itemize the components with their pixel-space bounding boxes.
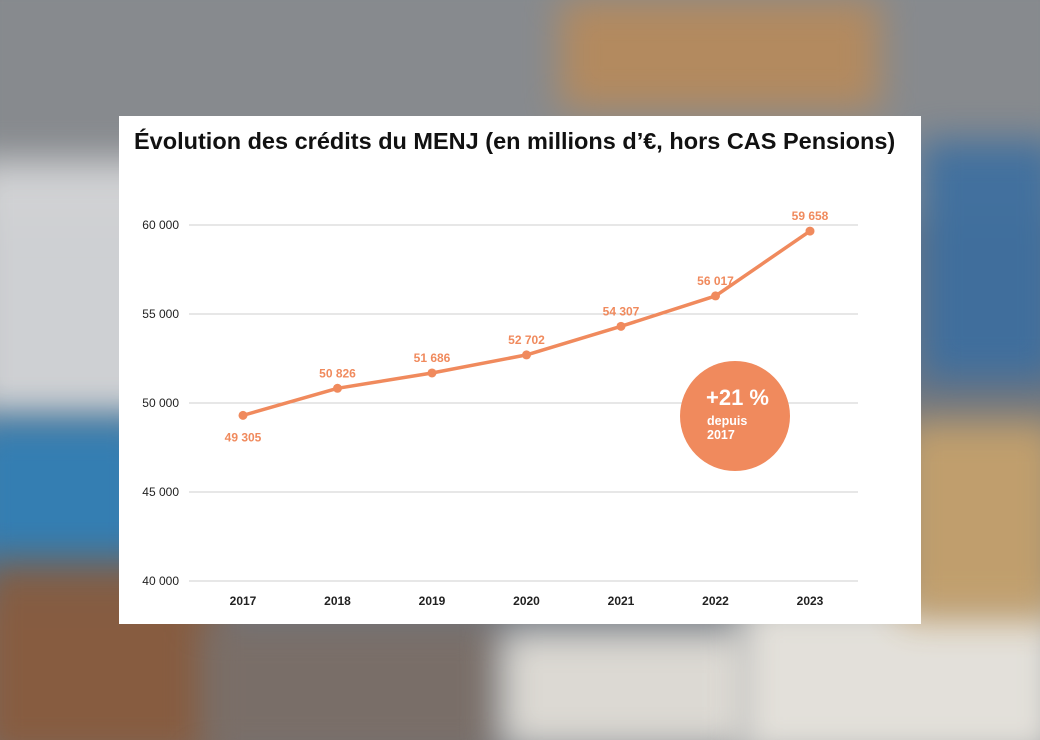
data-point: [522, 350, 531, 360]
y-tick-label: 60 000: [142, 218, 179, 232]
data-point: [616, 321, 626, 331]
growth-badge-text: depuis 2017: [707, 414, 748, 442]
chart-title: Évolution des crédits du MENJ (en millio…: [134, 128, 896, 154]
x-tick-label: 2017: [230, 594, 257, 608]
x-tick-label: 2018: [324, 594, 351, 608]
data-point: [427, 368, 437, 378]
growth-badge: +21 % depuis 2017: [680, 361, 790, 471]
data-label: 54 307: [603, 304, 640, 318]
chart-card: Évolution des crédits du MENJ (en millio…: [119, 116, 921, 624]
data-label: 51 686: [414, 351, 451, 365]
x-tick-label: 2019: [419, 594, 446, 608]
growth-badge-value: +21 %: [706, 385, 769, 410]
data-point: [711, 291, 720, 301]
data-label: 50 826: [319, 366, 356, 380]
x-tick-label: 2022: [702, 594, 729, 608]
data-point: [238, 410, 248, 420]
data-label: 56 017: [697, 274, 734, 288]
line-chart: 40 000 45 000 50 000 55 000 60 000 2017 2018 20…: [142, 209, 858, 608]
data-label: 59 658: [792, 209, 829, 223]
y-tick-label: 55 000: [142, 307, 179, 321]
data-label: 52 702: [508, 333, 545, 347]
x-tick-label: 2020: [513, 594, 540, 608]
y-tick-label: 45 000: [142, 485, 179, 499]
x-tick-label: 2021: [608, 594, 635, 608]
data-point: [333, 383, 342, 393]
y-tick-label: 40 000: [142, 574, 179, 588]
data-label: 49 305: [225, 430, 262, 444]
x-tick-label: 2023: [797, 594, 824, 608]
y-tick-label: 50 000: [142, 396, 179, 410]
data-point: [805, 226, 815, 236]
